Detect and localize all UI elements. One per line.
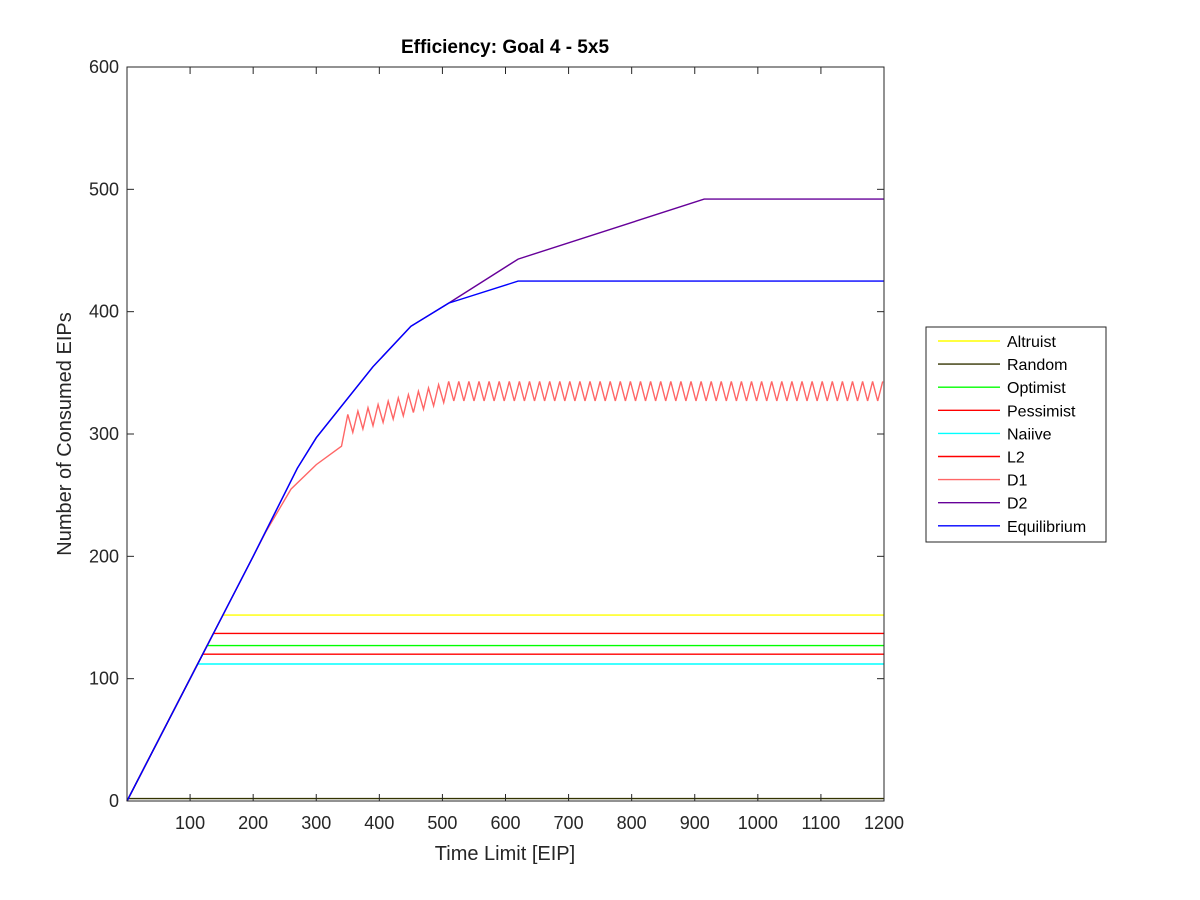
x-tick-label: 800 bbox=[617, 813, 647, 833]
x-tick-label: 100 bbox=[175, 813, 205, 833]
legend-label: Pessimist bbox=[1007, 403, 1076, 420]
legend-box bbox=[925, 326, 1107, 543]
legend-label: Altruist bbox=[1007, 334, 1056, 351]
legend: Altruist Random Optimist Pessimist Naiive L2 D… bbox=[925, 326, 1107, 543]
x-axis-label: Time Limit [EIP] bbox=[435, 843, 575, 865]
y-tick-label: 600 bbox=[89, 57, 119, 77]
chart-title: Efficiency: Goal 4 - 5x5 bbox=[401, 37, 609, 58]
x-tick-label: 700 bbox=[554, 813, 584, 833]
x-tick-label: 600 bbox=[490, 813, 520, 833]
y-tick-label: 100 bbox=[89, 669, 119, 689]
x-tick-label: 900 bbox=[680, 813, 710, 833]
y-tick-label: 400 bbox=[89, 302, 119, 322]
y-tick-label: 0 bbox=[109, 791, 119, 811]
legend-label: Equilibrium bbox=[1007, 519, 1086, 536]
y-tick-label: 300 bbox=[89, 424, 119, 444]
x-tick-label: 1000 bbox=[738, 813, 778, 833]
legend-label: L2 bbox=[1007, 450, 1025, 467]
y-axis-label: Number of Consumed EIPs bbox=[54, 312, 76, 555]
tick-layer: 100 200 300 400 500 600 700 800 900 1000 1100 1200 0… bbox=[89, 57, 904, 833]
series-line-equilibrium bbox=[126, 280, 884, 802]
y-tick-label: 200 bbox=[89, 546, 119, 566]
x-tick-label: 1200 bbox=[864, 813, 904, 833]
x-tick-label: 400 bbox=[364, 813, 394, 833]
x-tick-label: 500 bbox=[427, 813, 457, 833]
legend-label: Random bbox=[1007, 357, 1067, 374]
legend-label: D1 bbox=[1007, 473, 1028, 490]
x-tick-label: 300 bbox=[301, 813, 331, 833]
plot-area bbox=[127, 67, 884, 801]
y-tick-label: 500 bbox=[89, 179, 119, 199]
x-tick-label: 1100 bbox=[802, 813, 841, 833]
legend-label: D2 bbox=[1007, 496, 1028, 513]
legend-label: Naiive bbox=[1007, 426, 1052, 443]
x-tick-label: 200 bbox=[238, 813, 268, 833]
series-line-d1 bbox=[126, 381, 884, 802]
legend-label: Optimist bbox=[1007, 380, 1066, 397]
